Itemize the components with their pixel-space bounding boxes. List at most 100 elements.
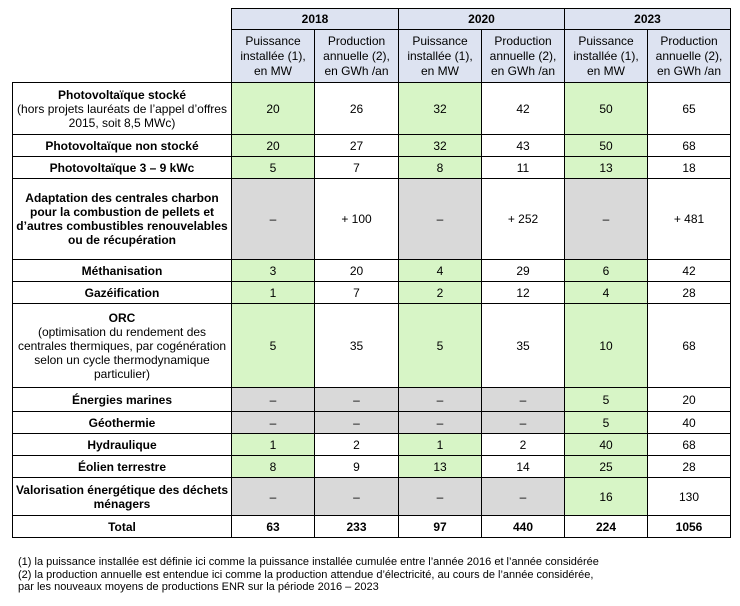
value-cell: 16 xyxy=(564,477,648,516)
row-label: ORC (optimisation du rendement des centra… xyxy=(12,303,232,388)
value-cell: 2 xyxy=(314,433,399,456)
total-value-cell: 1056 xyxy=(647,515,731,538)
value-cell: 42 xyxy=(481,82,565,135)
value-cell: 5 xyxy=(231,303,315,388)
table-row: Valorisation énergétique des déchets mén… xyxy=(12,477,731,516)
value-cell: 43 xyxy=(481,134,565,157)
footnote: par les nouveaux moyens de productions E… xyxy=(18,581,379,593)
value-cell: 35 xyxy=(314,303,399,388)
year-header: 2018 xyxy=(231,8,399,30)
value-cell: 7 xyxy=(314,156,399,179)
value-cell: 9 xyxy=(314,455,399,478)
value-cell: – xyxy=(564,178,648,260)
value-cell: 68 xyxy=(647,303,731,388)
value-cell: 1 xyxy=(398,433,482,456)
value-cell: – xyxy=(231,387,315,412)
row-label: Gazéification xyxy=(12,281,232,304)
row-label: Adaptation des centrales charbon pour la… xyxy=(12,178,232,260)
value-cell: 20 xyxy=(231,82,315,135)
value-cell: 29 xyxy=(481,259,565,282)
value-cell: 42 xyxy=(647,259,731,282)
value-cell: 28 xyxy=(647,455,731,478)
table-row: Éolien terrestre 8 9 13 14 25 28 xyxy=(12,455,731,478)
value-cell: + 252 xyxy=(481,178,565,260)
value-cell: 2 xyxy=(481,433,565,456)
row-label: Valorisation énergétique des déchets mén… xyxy=(12,477,232,516)
table-row: Photovoltaïque non stocké 20 27 32 43 50 68 xyxy=(12,134,731,157)
table-body: Photovoltaïque stocké (hors projets lauré… xyxy=(12,82,731,538)
value-cell: 10 xyxy=(564,303,648,388)
value-cell: + 100 xyxy=(314,178,399,260)
row-label-main: Photovoltaïque stocké xyxy=(57,87,187,102)
column-header: Puissance installée (1), en MW xyxy=(231,29,315,83)
value-cell: – xyxy=(398,477,482,516)
table-row: Géothermie – – – –5 40 xyxy=(12,411,731,434)
row-label: Photovoltaïque non stocké xyxy=(12,134,232,157)
value-cell: – xyxy=(481,477,565,516)
row-label: Hydraulique xyxy=(12,433,232,456)
value-cell: 40 xyxy=(647,411,731,434)
table-row: Gazéification 1 7 2 12 4 28 xyxy=(12,281,731,304)
value-cell: 25 xyxy=(564,455,648,478)
column-header: Production annuelle (2), en GWh /an xyxy=(314,29,399,83)
value-cell: 13 xyxy=(564,156,648,179)
value-cell: 13 xyxy=(398,455,482,478)
row-label: Éolien terrestre xyxy=(12,455,232,478)
total-value-cell: 97 xyxy=(398,515,482,538)
value-cell: – xyxy=(398,387,482,412)
value-cell: 5 xyxy=(231,156,315,179)
value-cell: – xyxy=(481,387,565,412)
row-label: Géothermie xyxy=(12,411,232,434)
value-cell: 4 xyxy=(398,259,482,282)
value-cell: 2 xyxy=(398,281,482,304)
row-label-main: Photovoltaïque non stocké xyxy=(45,138,199,153)
value-cell: 68 xyxy=(647,134,731,157)
table-row: Adaptation des centrales charbon pour la… xyxy=(12,178,731,260)
row-label-main: Photovoltaïque 3 – 9 kWc xyxy=(49,160,195,175)
value-cell: – xyxy=(398,411,482,434)
row-label-main: ORC xyxy=(108,310,136,325)
value-cell: 26 xyxy=(314,82,399,135)
table-row: Photovoltaïque stocké (hors projets lauré… xyxy=(12,82,731,135)
total-value-cell: 224 xyxy=(564,515,648,538)
value-cell: – xyxy=(231,477,315,516)
row-label: Photovoltaïque 3 – 9 kWc xyxy=(12,156,232,179)
value-cell: 50 xyxy=(564,82,648,135)
footnote: (2) la production annuelle est entendue … xyxy=(18,568,594,581)
value-cell: 130 xyxy=(647,477,731,516)
row-label-main: Valorisation énergétique des déchets mén… xyxy=(15,482,229,511)
row-label: Énergies marines xyxy=(12,387,232,412)
corner-cell xyxy=(12,8,232,83)
value-cell: 40 xyxy=(564,433,648,456)
value-cell: – xyxy=(398,178,482,260)
energy-table: 2018 20 20 2023 Puissance installée (1), … xyxy=(12,8,731,538)
row-label-note: (hors projets lauréats de l’appel d’offr… xyxy=(17,101,227,130)
row-label: Photovoltaïque stocké (hors projets lauré… xyxy=(12,82,232,135)
value-cell: 7 xyxy=(314,281,399,304)
total-value-cell: 233 xyxy=(314,515,399,538)
value-cell: 18 xyxy=(647,156,731,179)
value-cell: – xyxy=(314,411,399,434)
row-label: Méthanisation xyxy=(12,259,232,282)
value-cell: 3 xyxy=(231,259,315,282)
column-header: Puissance installée (1), en MW xyxy=(564,29,648,83)
value-cell: 5 xyxy=(564,387,648,412)
value-cell: 8 xyxy=(231,455,315,478)
year-header: 2023 xyxy=(564,8,731,30)
row-label-main: Énergies marines xyxy=(71,392,173,407)
table-row: Hydraulique 1 2 1 2 40 68 xyxy=(12,433,731,456)
row-label-main: Géothermie xyxy=(88,415,156,430)
footnotes: (1) la puissance installée est définie i… xyxy=(18,556,733,594)
column-header: Production annuelle (2), en GWh /an xyxy=(647,29,731,83)
value-cell: 20 xyxy=(647,387,731,412)
value-cell: 50 xyxy=(564,134,648,157)
value-cell: – xyxy=(481,411,565,434)
value-cell: 1 xyxy=(231,281,315,304)
value-cell: 32 xyxy=(398,134,482,157)
value-cell: 68 xyxy=(647,433,731,456)
value-cell: 14 xyxy=(481,455,565,478)
value-cell: 5 xyxy=(564,411,648,434)
total-value-cell: 440 xyxy=(481,515,565,538)
value-cell: 5 xyxy=(398,303,482,388)
value-cell: 28 xyxy=(647,281,731,304)
